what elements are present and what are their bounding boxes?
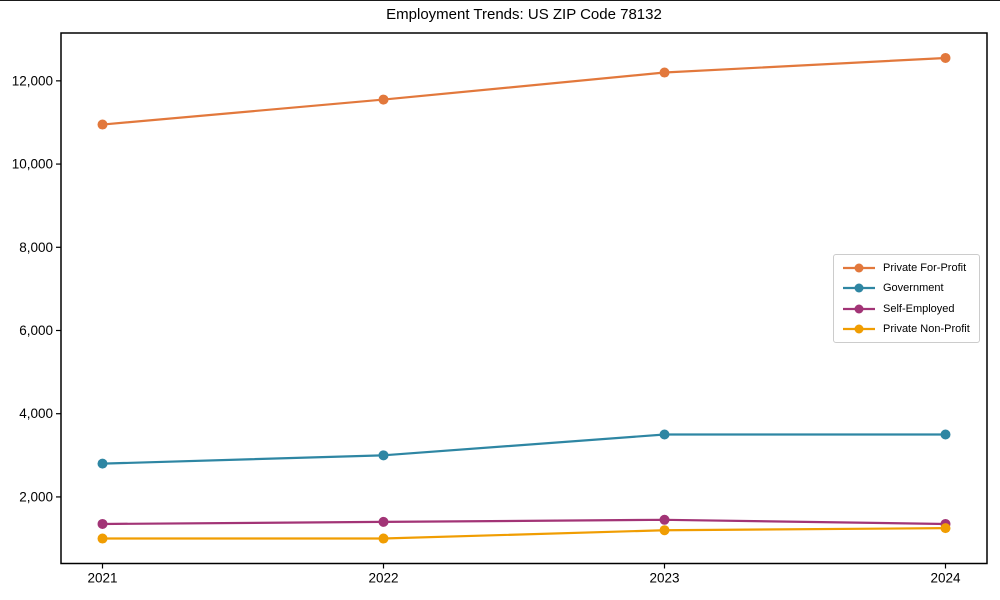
legend: Private For-Profit Government Self-Employe… <box>833 254 980 343</box>
legend-item-private-for-profit: Private For-Profit <box>842 258 975 278</box>
data-point-private-for-profit-2024 <box>940 52 951 63</box>
legend-line-marker-icon <box>843 304 875 314</box>
legend-line-marker-icon <box>843 324 875 334</box>
plot-frame <box>60 32 988 565</box>
x-axis-tick-label: 2024 <box>930 571 961 586</box>
data-point-government-2023 <box>659 429 670 440</box>
y-axis-tick-label: 2,000 <box>19 489 53 504</box>
y-axis-tick-label: 10,000 <box>12 157 53 172</box>
data-point-private-for-profit-2022 <box>378 94 389 105</box>
data-point-private-non-profit-2024 <box>940 523 951 534</box>
legend-item-label: Government <box>883 282 944 295</box>
y-axis-tick-label: 8,000 <box>19 240 53 255</box>
data-point-self-employed-2021 <box>97 518 108 529</box>
legend-item-government: Government <box>842 278 975 298</box>
legend-item-label: Self-Employed <box>883 302 955 315</box>
x-axis-tick-label: 2023 <box>649 571 679 586</box>
legend-line-marker-icon <box>843 263 875 273</box>
series-line-government <box>101 433 947 465</box>
data-point-private-non-profit-2023 <box>659 525 670 536</box>
data-point-government-2022 <box>378 450 389 461</box>
y-axis-tick-label: 12,000 <box>12 73 53 88</box>
legend-item-label: Private For-Profit <box>883 261 967 274</box>
series-line-self-employed <box>101 518 947 526</box>
legend-line-marker-icon <box>843 283 875 293</box>
data-point-private-non-profit-2022 <box>378 533 389 544</box>
data-point-private-non-profit-2021 <box>97 533 108 544</box>
legend-item-self-employed: Self-Employed <box>842 299 975 319</box>
chart-title: Employment Trends: US ZIP Code 78132 <box>386 6 662 23</box>
data-point-private-for-profit-2023 <box>659 67 670 78</box>
legend-item-private-non-profit: Private Non-Profit <box>842 319 975 339</box>
series-line-private-for-profit <box>101 56 947 126</box>
series-line-private-non-profit <box>101 527 947 540</box>
y-axis-tick-label: 6,000 <box>19 323 53 338</box>
x-axis-tick-label: 2022 <box>368 571 398 586</box>
data-point-government-2024 <box>940 429 951 440</box>
x-axis-tick-label: 2021 <box>87 571 117 586</box>
data-point-self-employed-2022 <box>378 516 389 527</box>
data-point-private-for-profit-2021 <box>97 119 108 130</box>
y-axis-tick-label: 4,000 <box>19 406 53 421</box>
legend-item-label: Private Non-Profit <box>883 323 970 336</box>
data-point-government-2021 <box>97 458 108 469</box>
data-point-self-employed-2023 <box>659 514 670 525</box>
